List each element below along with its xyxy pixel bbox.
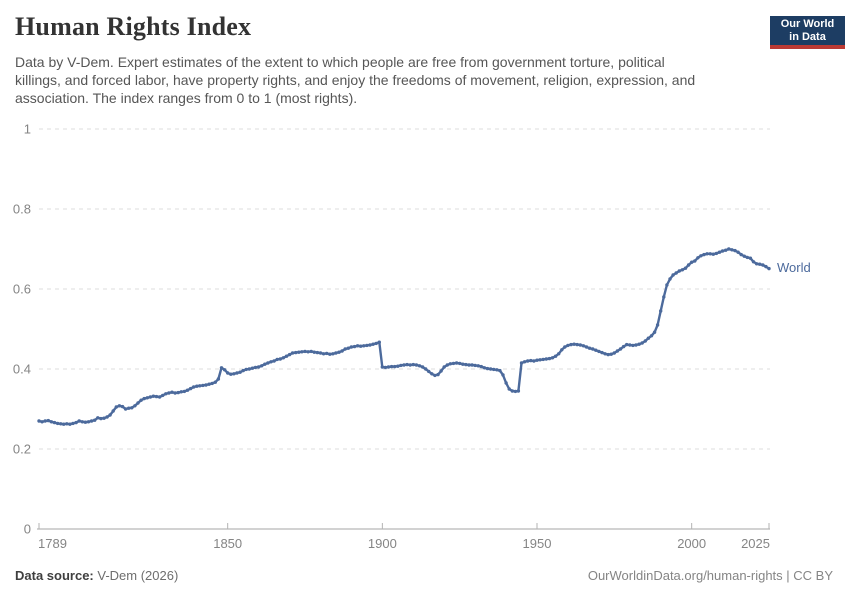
data-source-label: Data source: [15, 568, 94, 583]
owid-logo: Our World in Data [770, 16, 845, 49]
x-axis-tick-label: 1950 [523, 536, 552, 551]
logo-line-1: Our World [780, 17, 835, 30]
subtitle-line: Data by V-Dem. Expert estimates of the e… [15, 54, 665, 70]
chart-footer: Data source: V-Dem (2026) OurWorldinData… [15, 568, 833, 583]
subtitle-line: association. The index ranges from 0 to … [15, 90, 358, 106]
y-axis-tick-label: 0.4 [13, 362, 31, 377]
x-axis-tick-label: 1900 [368, 536, 397, 551]
chart-subtitle: Data by V-Dem. Expert estimates of the e… [15, 53, 755, 107]
y-axis-tick-label: 0 [24, 522, 31, 537]
y-axis-tick-label: 0.6 [13, 282, 31, 297]
logo-line-2: in Data [789, 30, 826, 43]
y-axis-tick-label: 0.2 [13, 442, 31, 457]
x-axis-tick-label: 2025 [741, 536, 770, 551]
y-axis-tick-label: 0.8 [13, 202, 31, 217]
x-axis-tick-label: 1850 [213, 536, 242, 551]
subtitle-line: killings, and forced labor, have propert… [15, 72, 696, 88]
data-source: Data source: V-Dem (2026) [15, 568, 178, 583]
data-source-value: V-Dem (2026) [93, 568, 179, 583]
footer-link[interactable]: OurWorldinData.org/human-rights | CC BY [587, 568, 833, 583]
x-axis-tick-label: 2000 [677, 536, 706, 551]
chart-title: Human Rights Index [15, 12, 252, 41]
x-axis-tick-label: 1789 [38, 536, 67, 551]
series-label-world: World [777, 259, 811, 275]
y-axis-tick-label: 1 [24, 122, 31, 137]
